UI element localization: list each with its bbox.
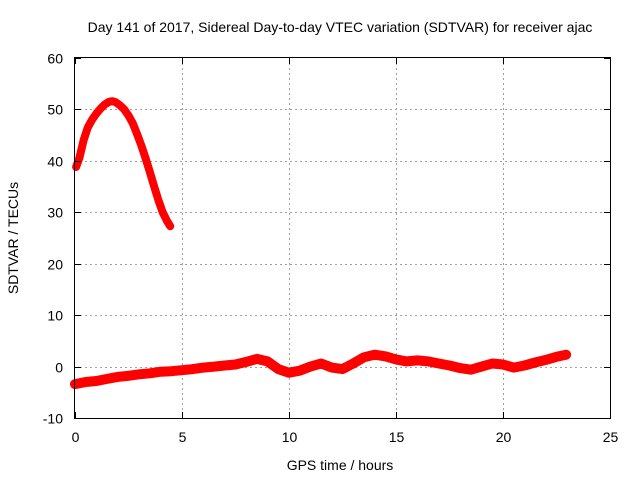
y-tick-label: 40 bbox=[47, 154, 63, 170]
series-line-2 bbox=[70, 349, 572, 390]
x-tick-label: 5 bbox=[179, 429, 187, 445]
y-tick-label: 10 bbox=[47, 308, 63, 324]
x-axis-label: GPS time / hours bbox=[287, 457, 394, 473]
plot-frame bbox=[74, 57, 611, 419]
y-tick-label: 30 bbox=[47, 205, 63, 221]
x-tick-labels: 0 5 10 15 20 25 bbox=[72, 429, 619, 445]
y-tick-label: -10 bbox=[43, 411, 63, 427]
y-axis-label: SDTVAR / TECUs bbox=[5, 182, 21, 294]
series-line-1 bbox=[72, 97, 175, 231]
y-tick-label: 20 bbox=[47, 257, 63, 273]
y-tick-label: 60 bbox=[47, 51, 63, 67]
x-tick-label: 10 bbox=[282, 429, 298, 445]
x-tick-label: 25 bbox=[603, 429, 619, 445]
y-tick-labels: -10 0 10 20 30 40 50 60 bbox=[43, 51, 63, 427]
y-tick-label: 0 bbox=[55, 360, 63, 376]
x-tick-label: 20 bbox=[496, 429, 512, 445]
series-group bbox=[70, 97, 572, 390]
x-tick-label: 0 bbox=[72, 429, 80, 445]
chart-title: Day 141 of 2017, Sidereal Day-to-day VTE… bbox=[88, 19, 593, 35]
ticks bbox=[75, 58, 611, 419]
y-tick-label: 50 bbox=[47, 102, 63, 118]
x-tick-label: 15 bbox=[389, 429, 405, 445]
